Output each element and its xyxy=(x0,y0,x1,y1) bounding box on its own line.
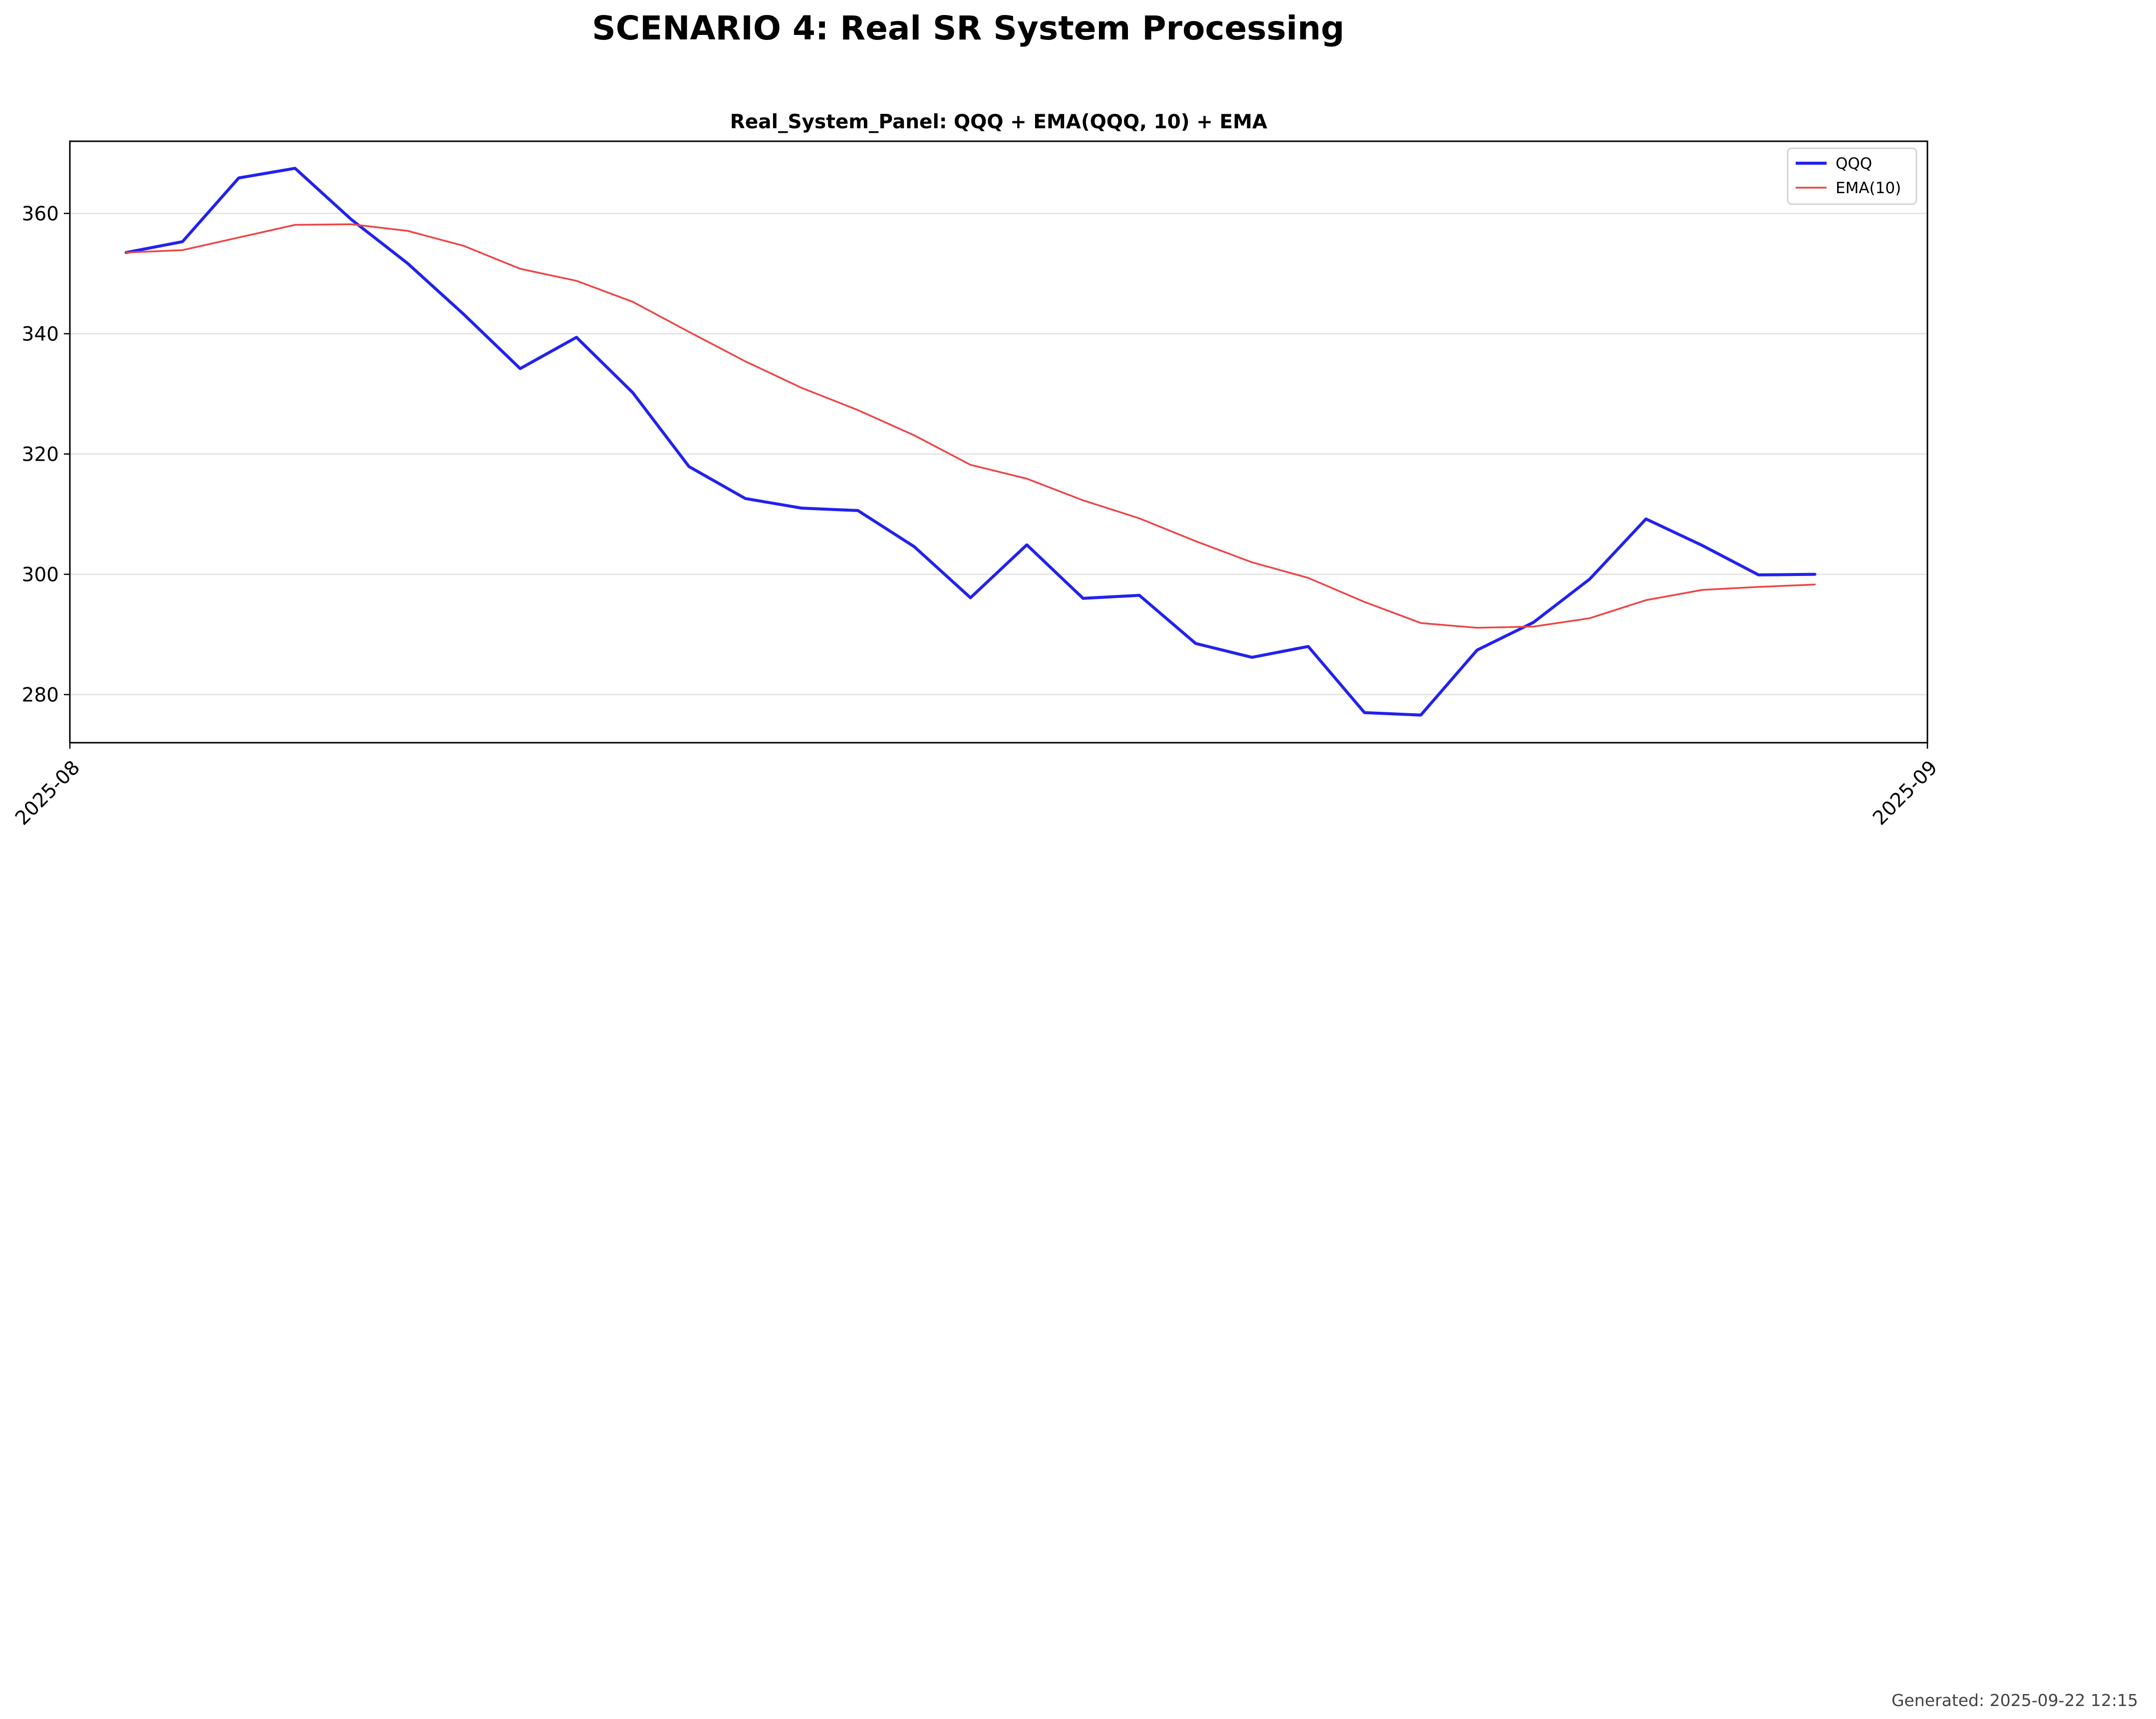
y-tick-label: 320 xyxy=(22,444,59,466)
legend-label: QQQ xyxy=(1836,155,1872,173)
x-axis: 2025-08 2025-09 xyxy=(11,743,1942,830)
y-tick-label: 340 xyxy=(22,323,59,346)
y-axis: 280 300 320 340 360 xyxy=(22,203,70,707)
generated-timestamp: Generated: 2025-09-22 12:15 xyxy=(1891,1691,2138,1710)
legend-label: EMA(10) xyxy=(1836,179,1901,197)
page-title: SCENARIO 4: Real SR System Processing xyxy=(592,9,1345,47)
x-tick-label: 2025-08 xyxy=(11,756,84,830)
grid-lines xyxy=(70,213,1927,695)
x-tick-label: 2025-09 xyxy=(1869,756,1942,830)
series-lines xyxy=(124,167,1817,717)
series-line-qqq xyxy=(124,167,1817,717)
series-line-ema-10 xyxy=(125,223,1816,629)
chart: 280 300 320 340 360 2025-08 2025-09 Real_Syst… xyxy=(11,111,1942,830)
chart-title: Real_System_Panel: QQQ + EMA(QQQ, 10) + … xyxy=(730,111,1267,133)
legend: QQQ EMA(10) xyxy=(1787,147,1917,205)
y-tick-label: 360 xyxy=(22,203,59,226)
plot-area-frame xyxy=(69,140,1928,744)
y-tick-label: 280 xyxy=(22,684,59,707)
y-tick-label: 300 xyxy=(22,564,59,586)
